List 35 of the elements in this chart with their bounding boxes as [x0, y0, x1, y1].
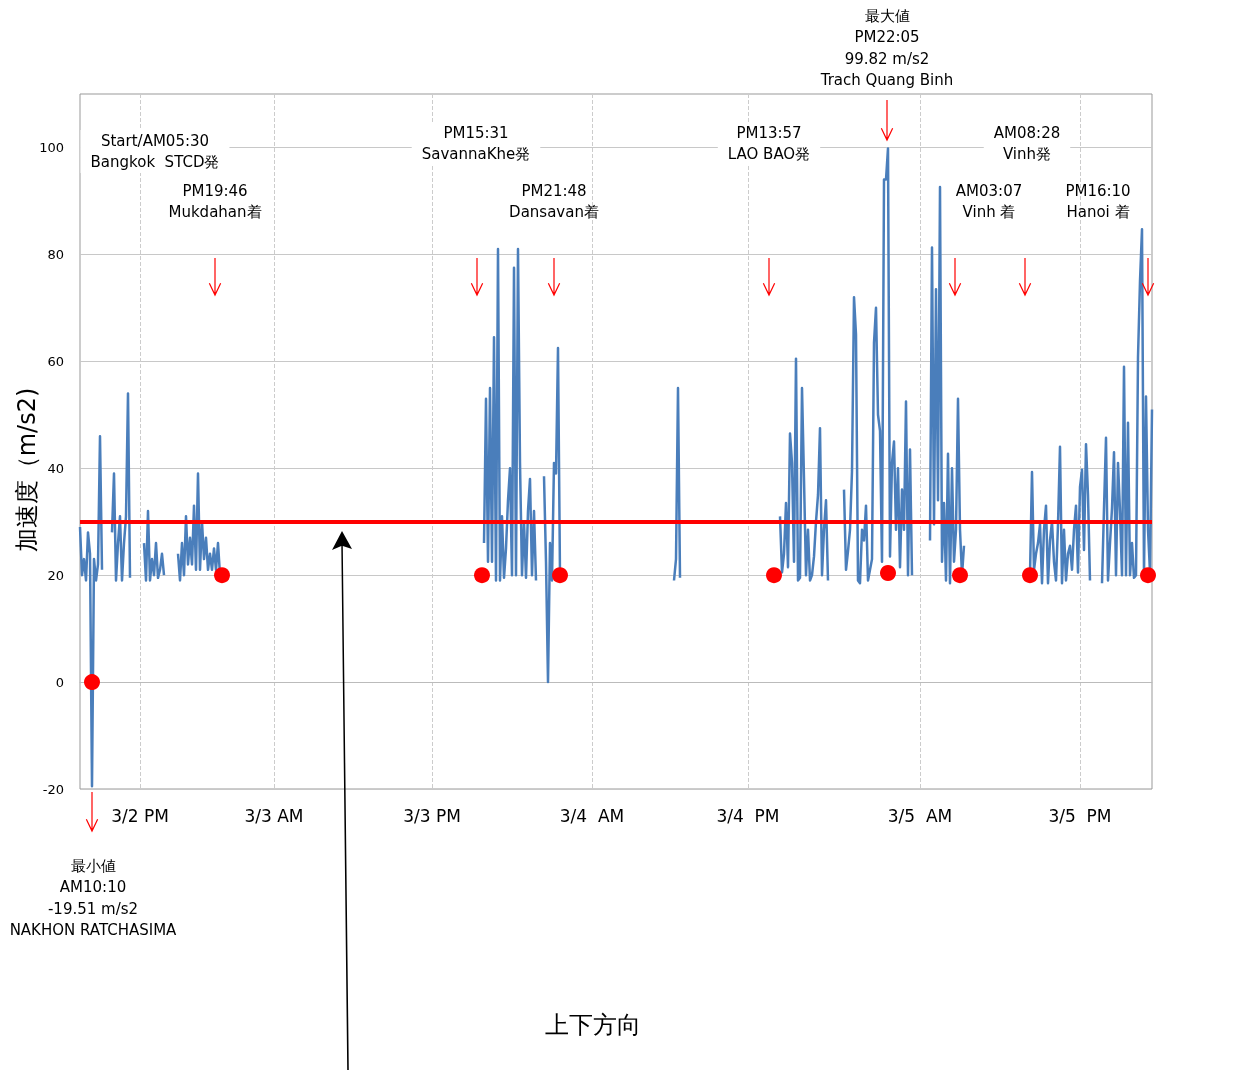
point	[552, 567, 568, 584]
annotation: AM08:28 Vinh発	[993, 123, 1061, 164]
point	[214, 567, 230, 584]
point	[952, 567, 968, 584]
point	[1140, 567, 1156, 584]
x-tick-label: 3/4 AM	[559, 805, 625, 826]
annotation: PM19:46 Mukdahan着	[168, 181, 262, 222]
y-tick-label: 0	[55, 674, 64, 690]
y-axis-title: 加速度（m/s2)	[13, 387, 41, 553]
annotation: Start/AM05:30 Bangkok STCD発	[90, 131, 220, 172]
point	[84, 674, 100, 691]
annotation: AM03:07 Vinh 着	[955, 181, 1023, 222]
point	[880, 565, 896, 582]
text: 最小値 AM10:10 -19.51 m/s2 NAKHON RATCHASIMA	[9, 856, 178, 940]
point	[474, 567, 490, 584]
y-tick-label: -20	[42, 781, 64, 797]
y-tick-label: 80	[47, 246, 64, 262]
y-tick-label: 100	[39, 139, 64, 155]
annotation: PM21:48 Dansavan着	[509, 181, 599, 222]
annotation: PM16:10 Hanoi 着	[1065, 181, 1131, 222]
x-tick-label: 3/5 PM	[1048, 805, 1112, 826]
x-tick-label: 3/5 AM	[887, 805, 953, 826]
annotation: PM15:31 SavannaKhe発	[421, 123, 531, 164]
point	[1022, 567, 1038, 584]
x-tick-label: 3/3 PM	[403, 805, 461, 826]
x-tick-label: 3/3 AM	[244, 805, 304, 826]
y-tick-label: 60	[47, 353, 64, 369]
y-tick-label: 40	[47, 460, 64, 476]
text: 上下方向	[545, 1011, 641, 1039]
y-tick-label: 20	[47, 567, 64, 583]
text: 最大値 PM22:05 99.82 m/s2 Trach Quang Binh	[819, 6, 954, 90]
x-tick-label: 3/4 PM	[716, 805, 780, 826]
x-tick-label: 3/2 PM	[111, 805, 169, 826]
annotation: PM13:57 LAO BAO発	[727, 123, 811, 164]
point	[766, 567, 782, 584]
